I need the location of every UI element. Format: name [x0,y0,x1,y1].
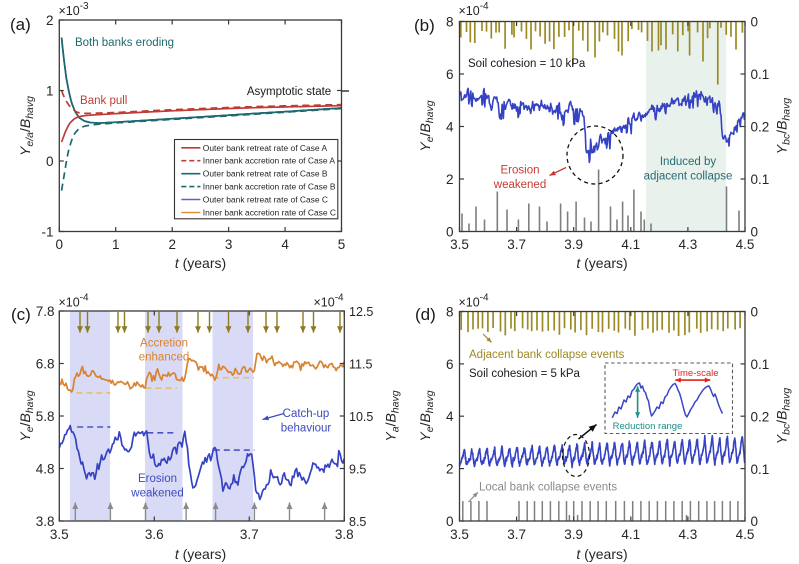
svg-text:3.7: 3.7 [240,527,259,542]
svg-text:2: 2 [46,13,54,28]
svg-text:Time-scale: Time-scale [672,368,718,379]
svg-text:0.1: 0.1 [751,357,770,372]
svg-text:t (years): t (years) [175,546,226,562]
svg-text:0: 0 [751,15,759,30]
svg-text:Both banks eroding: Both banks eroding [75,37,174,49]
svg-text:3.9: 3.9 [564,527,583,542]
svg-text:0: 0 [46,154,54,169]
svg-text:0.1: 0.1 [751,462,770,477]
svg-text:weakened: weakened [130,488,183,500]
svg-text:Ye/Bhavg: Ye/Bhavg [17,390,36,441]
svg-text:0: 0 [751,514,759,529]
svg-text:8: 8 [446,15,454,30]
svg-text:t (years): t (years) [175,255,226,271]
svg-text:4.5: 4.5 [736,527,755,542]
svg-text:9.5: 9.5 [349,463,366,477]
svg-text:(a): (a) [10,15,31,34]
svg-text:2: 2 [168,237,176,252]
svg-text:Inner bank accretion rate of C: Inner bank accretion rate of Case C [203,208,336,218]
svg-text:Inner bank accretion rate of C: Inner bank accretion rate of Case B [203,182,336,192]
svg-text:6: 6 [446,357,454,372]
svg-text:-1: -1 [41,225,53,240]
svg-text:Ybc/Bhavg: Ybc/Bhavg [774,98,793,155]
svg-text:3.7: 3.7 [507,527,526,542]
svg-text:0.1: 0.1 [751,67,770,82]
svg-text:4: 4 [446,409,454,424]
svg-text:Soil cohesion = 5 kPa: Soil cohesion = 5 kPa [469,368,581,380]
svg-text:enhanced: enhanced [139,352,190,364]
svg-text:4.1: 4.1 [621,237,640,252]
svg-text:6: 6 [446,67,454,82]
svg-text:8.5: 8.5 [349,515,366,529]
svg-text:t (years): t (years) [576,546,627,562]
svg-text:3.5: 3.5 [450,527,469,542]
svg-text:Reduction range: Reduction range [613,421,683,432]
svg-text:7.8: 7.8 [36,304,55,319]
svg-text:6.8: 6.8 [36,357,55,372]
svg-text:Ybc/Bhavg: Ybc/Bhavg [774,388,793,445]
svg-text:(d): (d) [415,305,436,324]
svg-text:Outer bank retreat rate of Cas: Outer bank retreat rate of Case A [203,143,328,153]
svg-text:0: 0 [446,514,454,529]
svg-text:2: 2 [446,462,454,477]
svg-text:adjacent collapse: adjacent collapse [644,171,733,183]
svg-text:Ye/a/Bhavg: Ye/a/Bhavg [17,96,36,156]
svg-text:Erosion: Erosion [138,473,177,485]
svg-text:weakened: weakened [493,179,546,191]
svg-text:t (years): t (years) [576,255,627,271]
svg-text:12.5: 12.5 [349,305,373,319]
svg-text:0: 0 [751,305,759,320]
svg-text:5: 5 [338,237,346,252]
svg-text:Accretion: Accretion [140,338,188,350]
svg-text:Induced by: Induced by [660,156,717,168]
svg-text:4.3: 4.3 [679,237,698,252]
svg-text:behaviour: behaviour [281,423,332,435]
svg-text:Soil cohesion = 10 kPa: Soil cohesion = 10 kPa [468,58,586,70]
svg-text:0: 0 [56,237,64,252]
svg-text:3.9: 3.9 [564,237,583,252]
svg-text:4: 4 [446,120,454,135]
svg-text:11.5: 11.5 [349,358,372,372]
svg-text:1: 1 [46,84,54,99]
svg-text:4.1: 4.1 [621,527,640,542]
svg-text:8: 8 [446,305,454,320]
svg-text:4.8: 4.8 [36,462,55,477]
svg-text:0.1: 0.1 [751,172,770,187]
svg-text:(b): (b) [414,16,435,35]
svg-text:3.7: 3.7 [507,237,526,252]
svg-text:3.8: 3.8 [36,514,55,529]
svg-text:Outer bank retreat rate of Cas: Outer bank retreat rate of Case B [203,169,328,179]
svg-text:4.5: 4.5 [736,237,755,252]
svg-text:4: 4 [281,237,289,252]
svg-text:0.2: 0.2 [751,410,770,425]
svg-text:Bank pull: Bank pull [80,95,127,107]
svg-text:5.8: 5.8 [36,409,55,424]
svg-text:Inner bank accretion rate of C: Inner bank accretion rate of Case A [203,156,336,166]
svg-text:10.5: 10.5 [349,410,373,424]
svg-text:3.6: 3.6 [145,527,164,542]
svg-text:2: 2 [446,172,454,187]
svg-text:3.8: 3.8 [335,527,354,542]
svg-text:Catch-up: Catch-up [283,408,330,420]
svg-text:0.2: 0.2 [751,120,770,135]
svg-text:(c): (c) [11,305,31,324]
svg-text:0: 0 [751,225,759,240]
svg-text:Ya/Bhavg: Ya/Bhavg [383,390,402,441]
svg-text:Local bank collapse events: Local bank collapse events [479,482,617,494]
svg-text:Asymptotic state: Asymptotic state [247,86,331,98]
svg-text:Adjacent bank collapse events: Adjacent bank collapse events [469,349,625,361]
svg-text:3.5: 3.5 [50,527,69,542]
svg-text:1: 1 [112,237,120,252]
svg-text:4.3: 4.3 [679,527,698,542]
svg-text:Ye/Bhavg: Ye/Bhavg [417,390,436,441]
svg-text:3: 3 [225,237,233,252]
svg-text:Erosion: Erosion [501,165,540,177]
svg-text:Outer bank retreat rate of Cas: Outer bank retreat rate of Case C [203,195,328,205]
svg-text:Ye/Bhavg: Ye/Bhavg [417,100,436,151]
svg-text:0: 0 [446,225,454,240]
svg-text:3.5: 3.5 [450,237,469,252]
